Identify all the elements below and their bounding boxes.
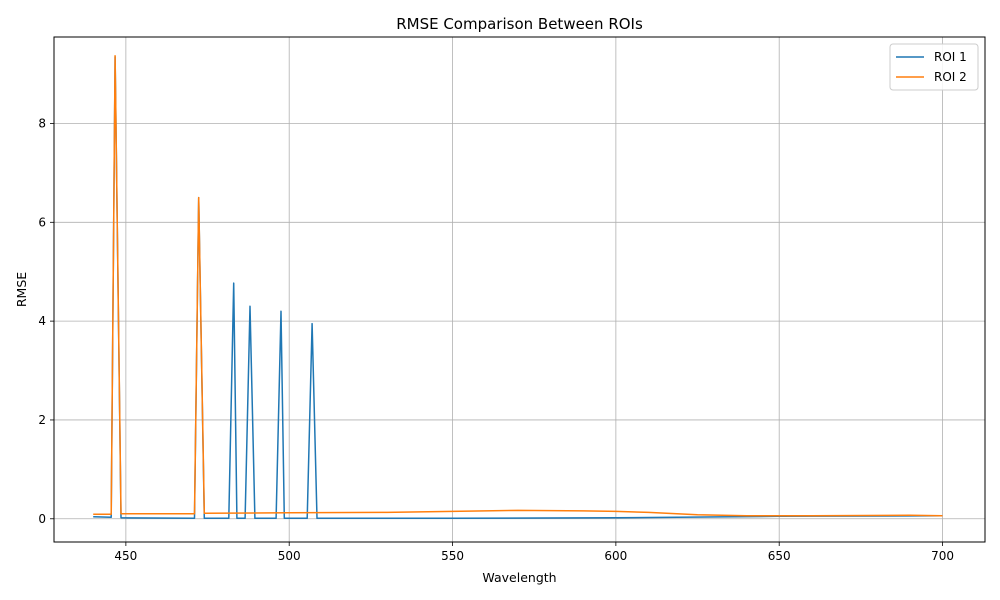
series-line-roi-1: [93, 56, 943, 520]
x-tick-label: 450: [114, 549, 137, 563]
plot-frame: [53, 36, 986, 543]
y-tick-label: 0: [38, 512, 46, 526]
legend-label: ROI 1: [934, 50, 967, 64]
x-tick-label: 650: [768, 549, 791, 563]
x-tick-label: 550: [441, 549, 464, 563]
x-tick-label: 700: [931, 549, 954, 563]
chart-title: RMSE Comparison Between ROIs: [396, 15, 643, 33]
legend-label: ROI 2: [934, 70, 967, 84]
y-tick-label: 4: [38, 314, 46, 328]
legend: ROI 1 ROI 2: [889, 43, 979, 91]
x-axis-label: Wavelength: [482, 570, 556, 585]
axis-ticks: 450 500 550 600 650 700 0 2 4 6 8: [38, 116, 954, 563]
legend-box: [889, 43, 979, 91]
y-tick-label: 6: [38, 215, 46, 229]
y-tick-label: 8: [38, 116, 46, 130]
y-tick-label: 2: [38, 413, 46, 427]
x-tick-label: 500: [278, 549, 301, 563]
x-tick-label: 600: [604, 549, 627, 563]
grid-lines: [54, 37, 985, 542]
series-layer: [93, 55, 943, 520]
y-axis-label: RMSE: [14, 272, 29, 307]
series-line-roi-2: [93, 55, 943, 517]
